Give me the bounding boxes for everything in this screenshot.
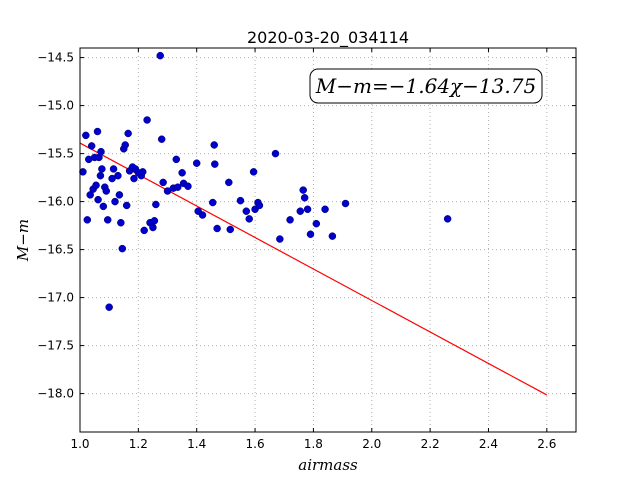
data-point xyxy=(271,149,280,158)
data-point xyxy=(130,174,138,183)
x-tick-label: 1.8 xyxy=(304,437,323,451)
data-point xyxy=(109,165,118,173)
data-point xyxy=(115,191,124,199)
data-point xyxy=(178,169,186,177)
data-point xyxy=(312,219,321,228)
data-point xyxy=(149,223,157,232)
data-point xyxy=(242,207,251,215)
grid xyxy=(79,48,576,432)
y-tick-label: −15.0 xyxy=(37,99,74,113)
chart-title: 2020-03-20_034114 xyxy=(247,28,409,48)
data-point xyxy=(124,129,132,138)
data-point xyxy=(138,168,147,176)
data-point xyxy=(184,182,192,190)
data-point xyxy=(121,141,129,149)
y-tick-label: −16.5 xyxy=(37,243,74,257)
y-tick-label: −15.5 xyxy=(37,147,74,161)
data-point xyxy=(210,141,218,149)
data-point xyxy=(93,127,102,136)
x-tick-label: 2.0 xyxy=(362,437,381,451)
x-tick-label: 2.6 xyxy=(537,437,556,451)
y-tick-label: −14.5 xyxy=(37,51,74,65)
data-point xyxy=(94,195,102,204)
data-point xyxy=(296,207,305,215)
data-point xyxy=(150,217,159,225)
data-point xyxy=(79,168,87,176)
data-point xyxy=(143,116,151,124)
x-axis-label: airmass xyxy=(298,456,358,474)
data-point xyxy=(157,135,166,143)
data-point xyxy=(225,178,233,187)
ticks: 1.0 1.2 1.4 1.6 1.8 2.0 2.2 2.4 2.6 −14.5 −15.0 −15… xyxy=(37,48,576,451)
data-point xyxy=(97,147,105,156)
data-point xyxy=(255,201,264,210)
data-point xyxy=(276,235,284,243)
fit-annotation: M−m=−1.64χ−13.75 xyxy=(309,68,543,104)
points-layer xyxy=(79,51,452,311)
data-point xyxy=(211,160,219,168)
data-point xyxy=(103,216,112,224)
data-point xyxy=(87,142,96,150)
data-point xyxy=(245,215,253,223)
data-point xyxy=(105,303,113,311)
data-point xyxy=(192,159,201,167)
data-point xyxy=(140,226,148,235)
data-point xyxy=(173,183,182,191)
data-point xyxy=(299,186,307,194)
data-point xyxy=(82,131,90,140)
data-point xyxy=(117,218,125,227)
x-tick-label: 1.6 xyxy=(246,437,265,451)
x-tick-label: 2.2 xyxy=(421,437,440,451)
fit-line xyxy=(79,142,548,396)
data-point xyxy=(83,216,92,224)
data-point xyxy=(152,200,160,209)
fit-layer xyxy=(79,142,548,396)
data-point xyxy=(303,205,312,214)
x-tick-label: 1.4 xyxy=(187,437,206,451)
data-point xyxy=(92,181,100,190)
data-point xyxy=(99,202,108,211)
x-tick-label: 1.0 xyxy=(70,437,89,451)
y-tick-label: −16.0 xyxy=(37,195,74,209)
data-point xyxy=(114,171,122,180)
data-point xyxy=(300,194,309,202)
data-point xyxy=(96,171,105,180)
data-point xyxy=(172,155,181,164)
data-point xyxy=(102,187,111,195)
data-point xyxy=(328,232,337,240)
data-point xyxy=(122,201,131,210)
data-point xyxy=(341,199,350,208)
y-axis-label: M−m xyxy=(14,219,32,262)
data-point xyxy=(236,196,245,205)
data-point xyxy=(118,244,127,253)
data-point xyxy=(286,216,294,224)
data-point xyxy=(321,205,329,214)
data-point xyxy=(156,51,164,60)
data-point xyxy=(159,178,167,187)
x-tick-label: 2.4 xyxy=(479,437,498,451)
data-point xyxy=(98,165,106,173)
y-tick-label: −18.0 xyxy=(37,387,74,401)
y-tick-label: −17.0 xyxy=(37,291,74,305)
data-point xyxy=(213,224,221,233)
data-point xyxy=(226,225,235,234)
data-point xyxy=(111,197,119,206)
y-tick-label: −17.5 xyxy=(37,339,74,353)
data-point xyxy=(306,230,315,238)
fit-annotation-text: M−m=−1.64χ−13.75 xyxy=(315,74,536,98)
data-point xyxy=(209,198,217,207)
data-point xyxy=(249,168,258,176)
plot-area-frame xyxy=(79,47,577,433)
x-tick-label: 1.2 xyxy=(129,437,148,451)
data-point xyxy=(198,211,207,219)
data-point xyxy=(443,215,452,223)
fit-annotation-box xyxy=(309,68,543,104)
